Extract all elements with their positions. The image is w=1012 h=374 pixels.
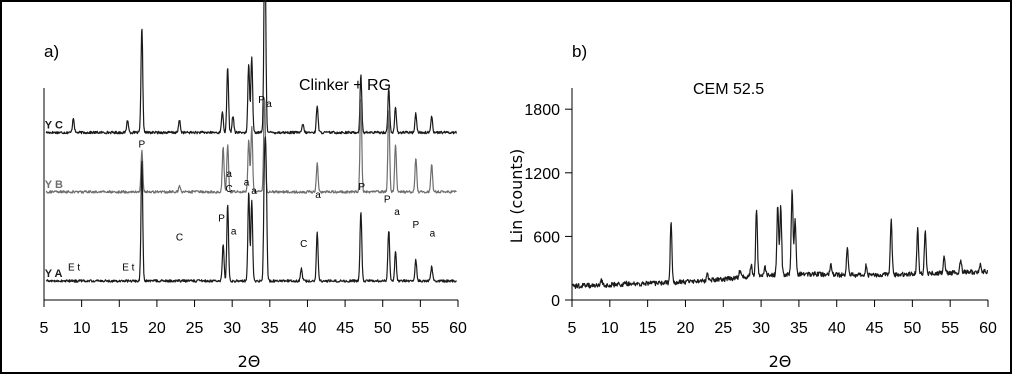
panel-a-phase-label: a	[394, 207, 400, 218]
panel-a-x-tick-label: 50	[374, 320, 392, 337]
panel-a-phase-label: P	[139, 139, 146, 150]
panel-a-x-tick-label: 30	[223, 320, 241, 337]
panel-a-phase-label: a	[315, 190, 321, 201]
panel-a-series-yb-line	[45, 98, 457, 194]
panel-a-phase-label: a	[244, 178, 250, 189]
panel-a-phase-label: C	[226, 184, 233, 195]
panel-a-series: Y C Y B Y A	[45, 0, 457, 283]
panel-a-phase-label: C	[300, 239, 307, 250]
panel-b-x-tick-label: 15	[639, 320, 657, 337]
panel-b-y-ticks: 0 600 1200 1800	[524, 102, 572, 310]
panel-a-phase-label: E t	[122, 262, 134, 273]
panel-b-x-axis-title: 2Θ	[769, 352, 792, 371]
panel-b-x-tick-label: 55	[941, 320, 959, 337]
panel-a-phase-label: P	[413, 220, 420, 231]
panel-a-x-tick-label: 20	[148, 320, 166, 337]
panel-b-y-tick-label: 1200	[524, 166, 560, 183]
panel-a-series-label: Y B	[45, 179, 63, 191]
panel-a-x-ticks: 5 10 15 20 25 30 35 40 45 50 55 60	[40, 300, 467, 337]
panel-a-x-tick-label: 40	[299, 320, 317, 337]
panel-a-series-label: Y A	[45, 268, 63, 280]
panel-b-label: b)	[572, 42, 587, 61]
panel-a-phase-label: E t	[68, 262, 80, 273]
panel-a-x-tick-label: 60	[449, 320, 467, 337]
panel-a-phase-label: P	[258, 95, 265, 106]
panel-a-x-axis-title: 2Θ	[238, 352, 261, 371]
panel-a-phase-label: P	[218, 214, 225, 225]
panel-b-x-tick-label: 20	[677, 320, 695, 337]
panel-b-x-tick-label: 35	[790, 320, 808, 337]
panel-b-x-ticks: 5 10 15 20 25 30 35 40 45 50 55 60	[568, 300, 997, 337]
panel-a-series-label: Y C	[45, 120, 63, 132]
panel-a-phase-label: P	[358, 182, 365, 193]
panel-b-x-tick-label: 60	[979, 320, 997, 337]
panel-a-x-tick-label: 35	[261, 320, 279, 337]
panel-a-x-tick-label: 55	[411, 320, 429, 337]
panel-a-phase-label: P	[384, 194, 391, 205]
panel-b-series	[572, 189, 989, 289]
panel-b-x-tick-label: 25	[714, 320, 732, 337]
panel-a-phase-label: a	[266, 99, 272, 110]
panel-a-phase-label: a	[430, 228, 436, 239]
panel-b-y-tick-label: 600	[533, 229, 560, 246]
panel-a-label: a)	[44, 42, 59, 61]
panel-a-series-ya-line	[45, 136, 457, 283]
panel-b-y-axis-title: Lin (counts)	[507, 149, 526, 244]
panel-b-x-tick-label: 10	[601, 320, 619, 337]
panel-b-title: CEM 52.5	[693, 81, 764, 98]
panel-b-y-tick-label: 0	[551, 293, 560, 310]
panel-b-xrd-cem: b) CEM 52.5 5 10 15 20 25 30 35 40 45 50 55 60 0 600…	[507, 42, 997, 371]
panel-a-x-tick-label: 5	[40, 320, 49, 337]
panel-a-phase-label: C	[176, 233, 183, 244]
panel-a-xrd-clinker: a) Clinker + RG 5 10 15 20 25 30 35 40 45 50 55 60 …	[40, 0, 467, 371]
panel-a-phase-label: a	[226, 169, 232, 180]
panel-a-title: Clinker + RG	[299, 77, 391, 94]
panel-a-series-yc-line	[45, 0, 457, 135]
panel-b-series-line	[572, 189, 989, 289]
panel-b-x-tick-label: 5	[568, 320, 577, 337]
panel-a-phase-label: a	[251, 186, 257, 197]
panel-b-y-tick-label: 1800	[524, 102, 560, 119]
panel-a-phase-label: a	[231, 226, 237, 237]
panel-a-x-tick-label: 25	[186, 320, 204, 337]
panel-b-x-tick-label: 30	[752, 320, 770, 337]
panel-a-x-tick-label: 15	[110, 320, 128, 337]
panel-a-x-tick-label: 45	[336, 320, 354, 337]
panel-b-x-tick-label: 40	[828, 320, 846, 337]
panel-a-x-tick-label: 10	[73, 320, 91, 337]
panel-b-x-tick-label: 50	[903, 320, 921, 337]
panel-b-x-tick-label: 45	[866, 320, 884, 337]
